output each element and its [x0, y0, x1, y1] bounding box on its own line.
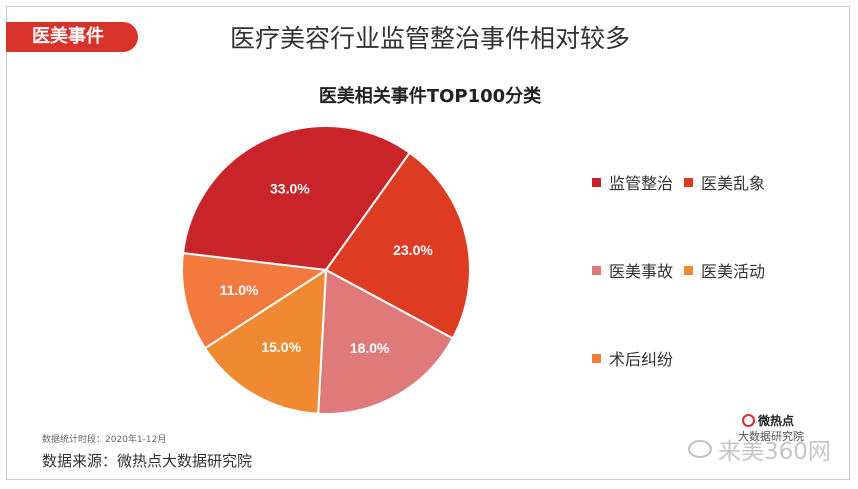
pie-label-luanxiang: 23.0% [393, 242, 433, 258]
watermark-text: 来美360网 [718, 439, 831, 465]
legend-item-huodong: 医美活动 [684, 258, 765, 282]
legend-label: 医美事故 [609, 262, 674, 281]
wechat-icon [688, 440, 712, 458]
pie-label-shigu: 18.0% [350, 340, 390, 356]
section-tag: 医美事件 [6, 22, 138, 52]
pie-svg: 33.0% 23.0% 18.0% 15.0% 11.0% [181, 125, 471, 415]
pie-chart: 33.0% 23.0% 18.0% 15.0% 11.0% [178, 122, 474, 418]
page-title: 医疗美容行业监管整治事件相对较多 [229, 24, 630, 53]
legend-item-jiufen: 术后纠纷 [592, 346, 673, 370]
legend-item-luanxiang: 医美乱象 [684, 170, 765, 194]
legend-swatch [592, 265, 601, 275]
logo-name: 微热点 [758, 414, 795, 428]
brand-logo: 微热点 [742, 412, 794, 429]
legend-swatch [684, 265, 693, 275]
legend-item-jianguan: 监管整治 [592, 170, 673, 194]
pie-label-jianguan: 33.0% [270, 180, 310, 196]
pie-slice-jianguan [181, 125, 412, 272]
legend-label: 监管整治 [609, 174, 674, 193]
pie-slice-shigu [317, 268, 455, 415]
legend-swatch [684, 177, 693, 187]
pie-label-jiufen: 11.0% [220, 282, 259, 298]
legend-label: 医美乱象 [701, 174, 766, 193]
chart-title: 医美相关事件TOP100分类 [318, 86, 542, 107]
pie-slice-huodong [203, 268, 328, 415]
pie-label-huodong: 15.0% [261, 339, 301, 355]
legend-item-shigu: 医美事故 [592, 258, 673, 282]
data-source: 数据来源：微热点大数据研究院 [42, 452, 253, 470]
legend-swatch [592, 177, 601, 187]
chart-legend: 监管整治 医美乱象医美事故 医美活动术后纠纷 [592, 170, 832, 380]
legend-label: 医美活动 [701, 262, 766, 281]
pie-slice-luanxiang [324, 151, 471, 340]
watermark: 来美360网 [688, 432, 831, 466]
legend-swatch [592, 353, 601, 363]
logo-mark-icon [742, 414, 755, 427]
data-period: 数据统计时段：2020年1-12月 [42, 435, 167, 445]
pie-slice-jiufen [181, 252, 329, 350]
legend-label: 术后纠纷 [609, 350, 674, 369]
logo-subtitle: 大数据研究院 [738, 430, 804, 443]
